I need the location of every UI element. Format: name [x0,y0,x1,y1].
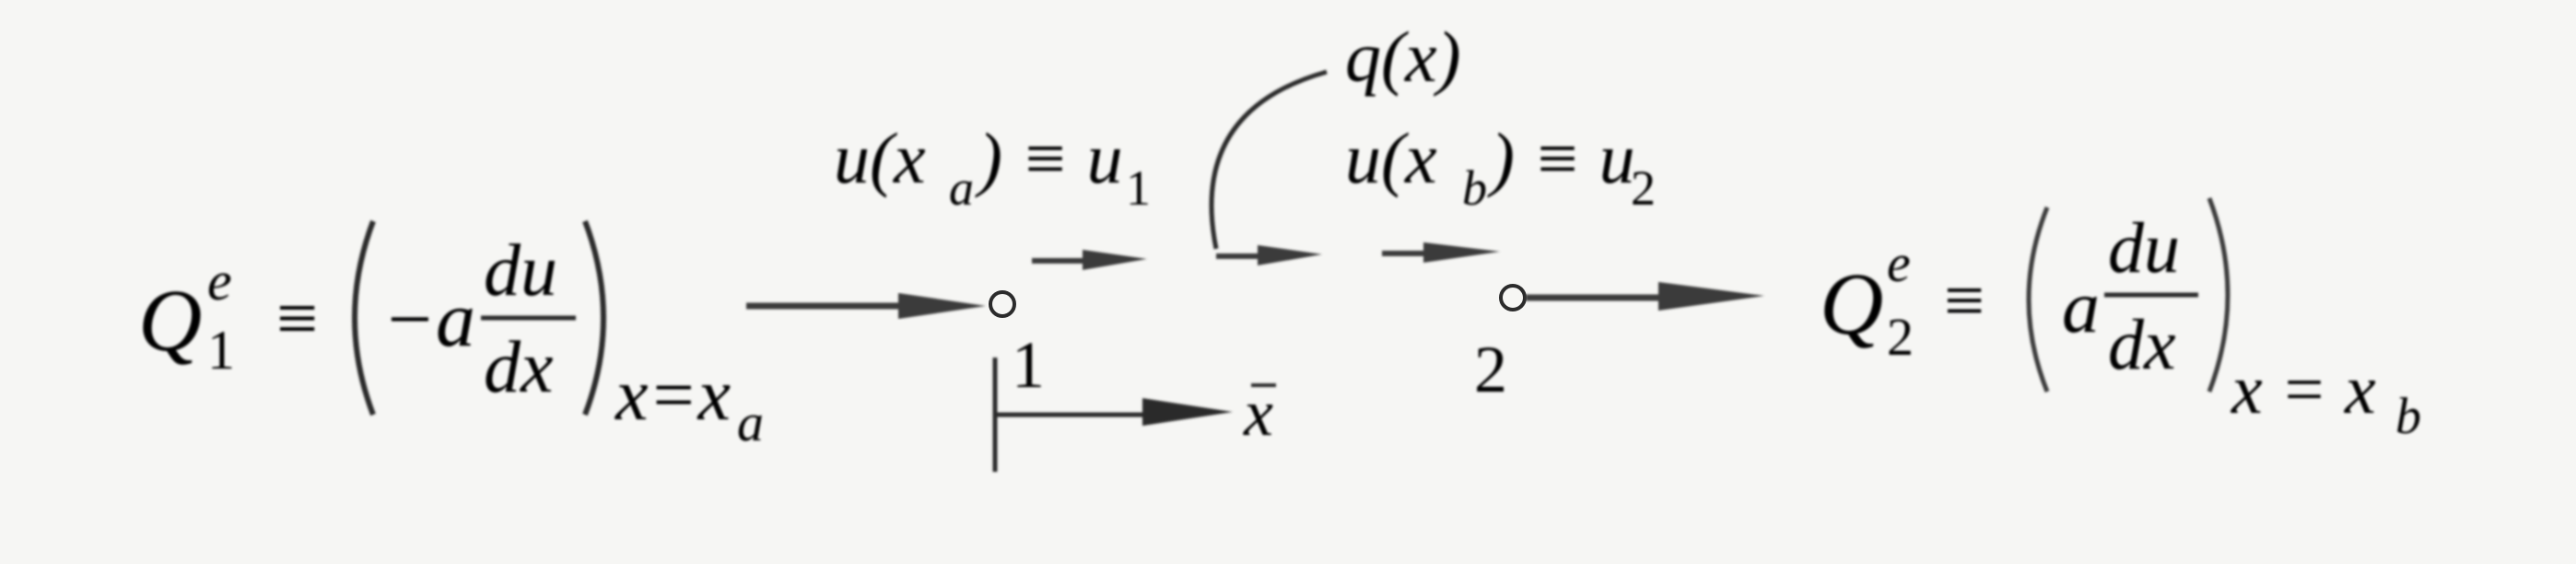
distributed-load [1032,69,1500,270]
local-axis-arrowhead [1142,398,1233,426]
displacement-label-1: u(x a ) ≡ u 1 [834,118,1151,216]
q2-frac-den: dx [2108,304,2176,384]
u1-lhs: u(x [834,118,926,198]
u1-rhs: ) ≡ u [975,118,1123,198]
right-force-expression: Q e 2 ≡ a du dx x = x b [1820,197,2421,445]
left-force-expression: Q e 1 ≡ −a du dx x=x a [138,219,764,452]
q2-subscript: 2 [1887,307,1914,367]
q2-equiv: ≡ [1944,260,1985,340]
q1-frac-den: dx [484,327,554,408]
right-force-arrow [1526,282,1764,311]
q1-right-paren [582,219,606,417]
node-1 [989,290,1016,318]
q2-superscript: e [1887,233,1911,293]
q2-frac-num: du [2108,207,2180,288]
local-axis-label: x [1243,376,1273,450]
q1-symbol: Q [138,271,202,370]
q2-left-paren [2026,206,2050,393]
node-1-label: 1 [1012,328,1045,402]
q1-equiv: ≡ [276,278,318,359]
u2-index: 2 [1631,160,1656,216]
q1-superscript: e [207,251,232,311]
load-label: q(x) [1345,17,1461,97]
q2-symbol: Q [1820,254,1883,353]
u1-index: 1 [1126,160,1151,216]
u2-sub: b [1462,160,1487,216]
left-force-arrow [746,293,986,319]
load-leader-curve [1209,69,1328,250]
displacement-label-2: u(x b ) ≡ u 2 [1345,118,1656,216]
q2-eval-sub: b [2395,388,2421,445]
local-axis [992,358,1276,472]
q2-a: a [2062,264,2100,348]
q1-left-paren [352,219,376,417]
q2-right-paren [2207,197,2231,393]
node-2-label: 2 [1474,333,1507,406]
u2-lhs: u(x [1345,118,1437,198]
q1-eval: x=x [615,355,731,436]
u1-sub: a [949,160,974,216]
q1-eval-sub: a [737,393,764,452]
q1-minus-a: −a [382,275,475,363]
q1-frac-num: du [484,230,557,311]
node-2 [1499,284,1527,311]
q2-eval: x = x [2231,351,2376,429]
q1-subscript: 1 [207,320,235,381]
u2-rhs: ) ≡ u [1487,118,1635,198]
